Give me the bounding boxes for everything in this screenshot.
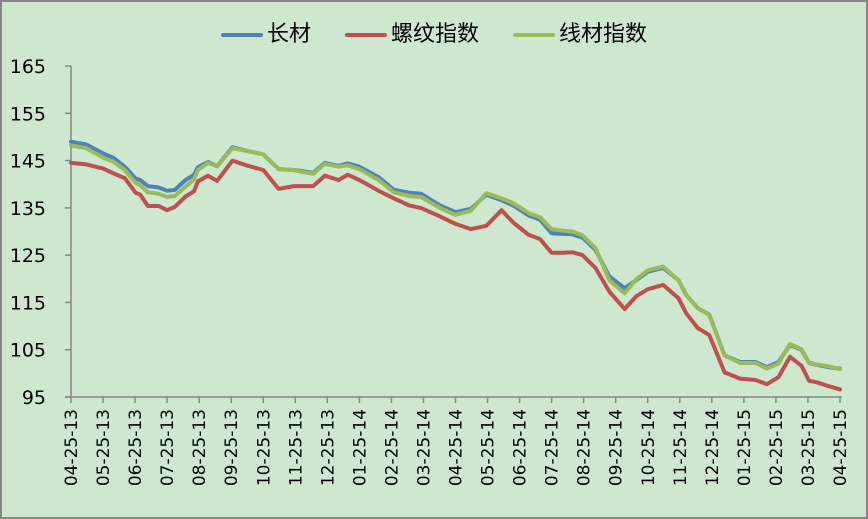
series-line-wire-rod-index: [69, 143, 842, 372]
y-tick-label: 135: [10, 198, 46, 220]
series-lines: [69, 139, 842, 392]
y-tick-label: 125: [10, 245, 46, 267]
legend-item-rebar-index: 螺纹指数: [344, 20, 479, 50]
x-tick-label: 07-25-13: [158, 409, 178, 486]
x-tick-label: 11-25-14: [671, 409, 691, 486]
legend-label: 长材: [266, 22, 311, 47]
x-tick-label: 12-25-14: [703, 409, 723, 486]
series-line-rebar-index: [69, 158, 842, 392]
y-tick-label: 95: [22, 387, 46, 409]
x-tick-label: 06-25-14: [511, 409, 531, 486]
x-tick-label: 02-25-14: [382, 409, 402, 486]
x-tick-label: 03-25-14: [414, 409, 434, 486]
x-tick-label: 09-25-13: [222, 409, 242, 486]
legend-label: 线材指数: [559, 22, 648, 47]
x-tick-label: 12-25-13: [318, 409, 338, 486]
chart-legend: 长材 螺纹指数 线材指数: [0, 20, 868, 50]
x-tick-label: 01-25-14: [350, 409, 370, 486]
x-tick-label: 10-25-14: [639, 409, 659, 486]
y-tick-label: 165: [10, 56, 46, 78]
x-axis: 04-25-13 05-25-13 06-25-13 07-25-13 08-25-13…: [62, 396, 851, 486]
legend-item-long-steel: 长材: [220, 20, 311, 50]
x-tick-label: 08-25-13: [190, 409, 210, 486]
x-tick-label: 11-25-13: [286, 409, 306, 486]
x-tick-label: 05-25-13: [94, 409, 114, 486]
x-tick-label: 01-25-15: [735, 409, 755, 486]
y-tick-label: 155: [10, 103, 46, 125]
legend-item-wire-rod-index: 线材指数: [513, 20, 647, 50]
x-tick-label: 03-25-15: [799, 409, 819, 486]
legend-label: 螺纹指数: [390, 22, 479, 47]
x-tick-label: 08-25-14: [575, 409, 595, 486]
x-tick-label: 07-25-14: [543, 409, 563, 486]
y-axis: 95 105 115 125 135 145 155 165: [10, 56, 72, 409]
y-tick-label: 105: [10, 340, 46, 362]
y-tick-label: 145: [10, 151, 46, 173]
x-tick-label: 02-25-15: [767, 409, 787, 486]
y-tick-label: 115: [10, 292, 46, 314]
legend-swatch-blue: [220, 33, 263, 37]
x-tick-label: 06-25-13: [126, 409, 146, 486]
x-tick-label: 10-25-13: [254, 409, 274, 486]
legend-swatch-green: [513, 33, 555, 37]
x-tick-label: 05-25-14: [479, 409, 499, 486]
legend-swatch-red: [344, 33, 387, 37]
x-tick-label: 04-25-15: [831, 409, 851, 486]
x-tick-label: 09-25-14: [607, 409, 627, 486]
x-tick-label: 04-25-14: [447, 409, 467, 486]
series-line-long-steel: [69, 139, 842, 371]
x-tick-label: 04-25-13: [62, 409, 82, 486]
